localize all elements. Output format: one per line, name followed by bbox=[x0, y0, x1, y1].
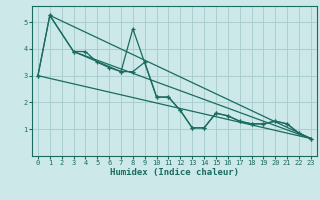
X-axis label: Humidex (Indice chaleur): Humidex (Indice chaleur) bbox=[110, 168, 239, 177]
